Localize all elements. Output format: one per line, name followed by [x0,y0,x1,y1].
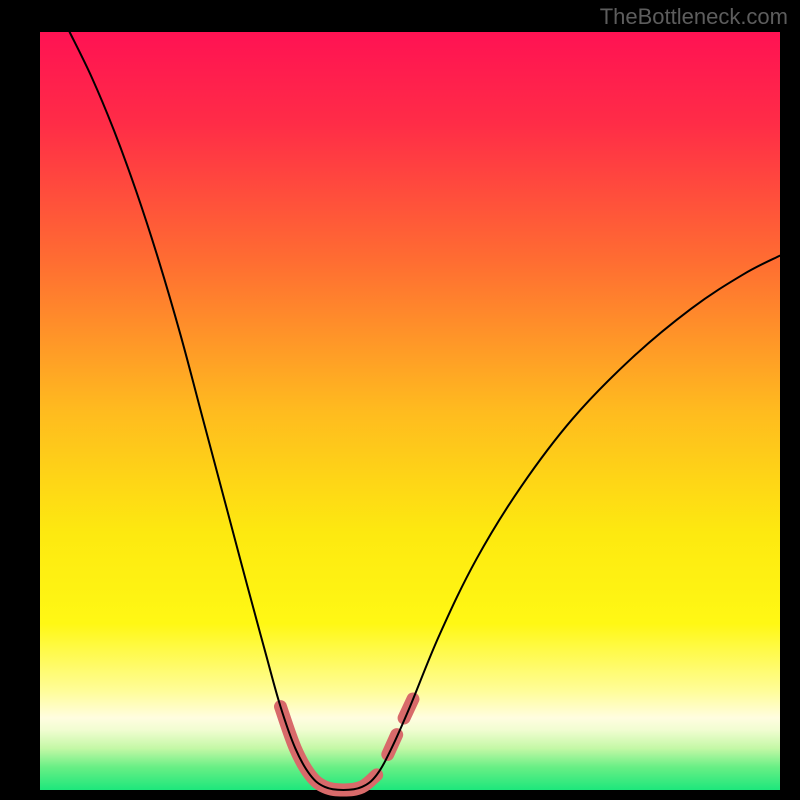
gradient-background [40,32,780,790]
chart-svg [0,0,800,800]
chart-container: TheBottleneck.com [0,0,800,800]
